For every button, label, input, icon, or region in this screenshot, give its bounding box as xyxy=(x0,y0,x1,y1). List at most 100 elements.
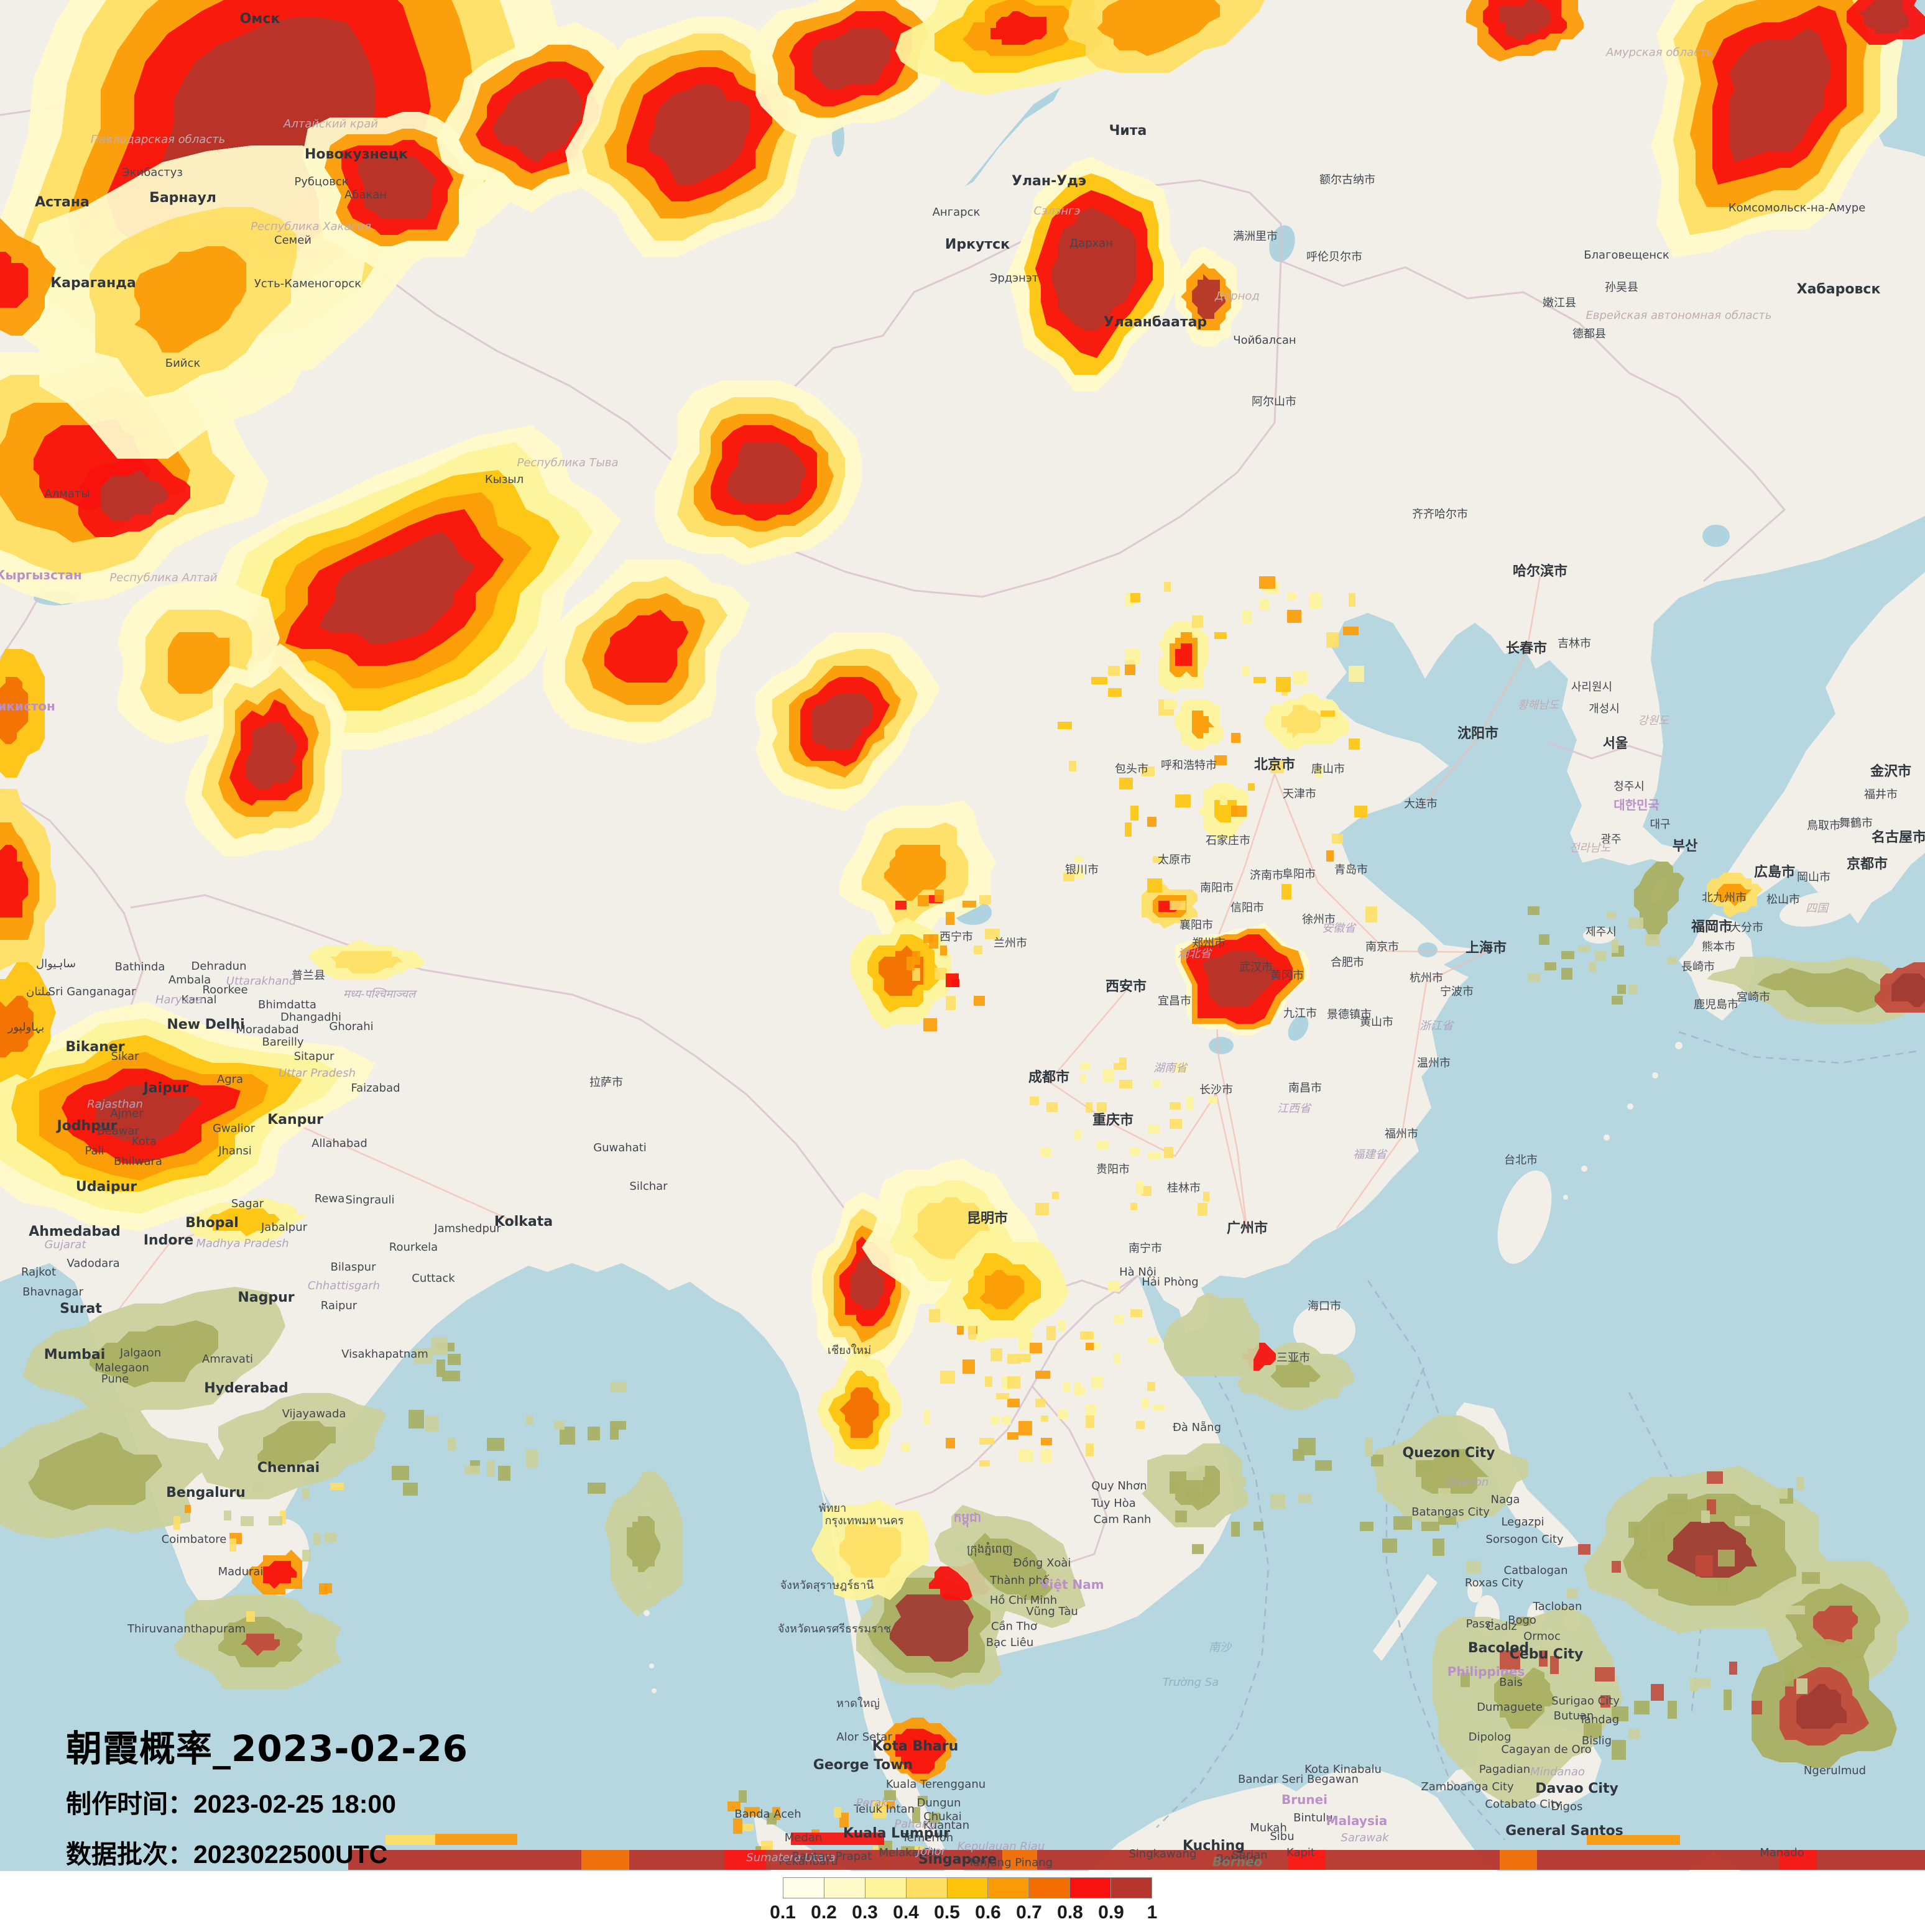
map-label: Singrauli xyxy=(345,1194,394,1207)
map-label: Kuala Lumpur xyxy=(843,1826,950,1841)
map-label: 제주시 xyxy=(1586,926,1617,939)
map-label: Udaipur xyxy=(76,1179,137,1195)
map-label: หาดใหญ่ xyxy=(836,1696,880,1710)
map-label: Butuan xyxy=(1554,1709,1594,1723)
map-label: Улан-Удэ xyxy=(1012,173,1086,189)
heat-speckle xyxy=(1584,1723,1602,1738)
map-label: Kanpur xyxy=(267,1112,323,1128)
map-label: ملتان xyxy=(26,985,51,998)
map-label: Kolkata xyxy=(494,1214,553,1230)
map-label: 江西省 xyxy=(1277,1102,1312,1115)
made-time-label: 制作时间： xyxy=(66,1789,193,1819)
heat-speckle xyxy=(733,1818,742,1834)
heat-speckle xyxy=(588,1483,606,1494)
map-label: Rajasthan xyxy=(87,1098,143,1111)
map-label: Dumaguete xyxy=(1477,1701,1543,1714)
map-label: 包头市 xyxy=(1115,763,1148,776)
heat-speckle xyxy=(935,890,944,902)
map-label: Jamshedpur xyxy=(433,1222,501,1235)
data-batch-label: 数据批次： xyxy=(66,1839,193,1869)
heat-speckle xyxy=(1270,1494,1285,1509)
map-label: 황해남도 xyxy=(1518,699,1560,712)
heat-speckle xyxy=(1287,610,1301,623)
heat-speckle xyxy=(1528,973,1540,982)
map-label: Комсомольск-на-Амуре xyxy=(1729,201,1866,214)
map-label: Silchar xyxy=(629,1180,668,1193)
heat-speckle xyxy=(901,1443,910,1451)
heat-blob xyxy=(811,694,873,750)
heat-speckle xyxy=(1153,1080,1161,1087)
heat-blob xyxy=(1796,1684,1847,1729)
island-andaman xyxy=(652,1688,657,1693)
heat-blob xyxy=(0,252,28,308)
heat-blob xyxy=(1634,862,1684,940)
heat-speckle xyxy=(1438,1516,1456,1525)
heat-speckle xyxy=(498,1466,510,1481)
heat-speckle xyxy=(884,1790,896,1800)
island-visayas xyxy=(1467,1580,1482,1603)
heat-speckle xyxy=(1612,1706,1628,1721)
map-label: 黄冈市 xyxy=(1270,969,1304,982)
heat-speckle xyxy=(229,1539,236,1552)
heat-speckle xyxy=(1041,1449,1052,1463)
heat-speckle xyxy=(923,934,933,943)
heat-speckle xyxy=(280,1511,286,1524)
map-label: Ангарск xyxy=(933,206,981,219)
heat-speckle xyxy=(1046,1102,1058,1112)
map-label: Chukai xyxy=(923,1810,962,1823)
heat-speckle xyxy=(1153,856,1163,863)
map-label: Jaipur xyxy=(142,1080,189,1096)
map-label: 长沙市 xyxy=(1199,1083,1233,1097)
map-label: Чита xyxy=(1109,123,1147,139)
heat-speckle xyxy=(1360,1522,1373,1531)
map-label: 郑州市 xyxy=(1192,937,1226,950)
heat-speckle xyxy=(1147,817,1156,827)
map-label: 普兰县 xyxy=(292,969,325,982)
heat-speckle xyxy=(1209,727,1223,739)
heat-speckle xyxy=(1147,1382,1155,1391)
heat-speckle xyxy=(1640,1550,1647,1560)
map-label: Kuantan xyxy=(923,1819,969,1832)
heat-speckle xyxy=(1147,1337,1158,1344)
heat-speckle xyxy=(1365,906,1377,922)
heat-blob xyxy=(1164,1292,1259,1376)
heat-speckle xyxy=(1796,1477,1804,1491)
map-label: Cagayan de Oro xyxy=(1501,1743,1591,1756)
heat-blob xyxy=(1494,1667,1556,1729)
heat-speckle xyxy=(979,895,991,904)
heat-speckle xyxy=(1539,1650,1548,1667)
heat-bottom-band xyxy=(1500,1850,1537,1870)
border-cn-ru xyxy=(1280,260,1786,582)
map-label: 大分市 xyxy=(1730,921,1763,934)
map-label: Uttar Pradesh xyxy=(279,1067,356,1080)
map-label: 杭州市 xyxy=(1410,972,1443,985)
heat-speckle xyxy=(1058,1410,1068,1419)
heat-bottom-band xyxy=(581,1850,629,1870)
heat-blob xyxy=(134,246,246,352)
map-label: 南宁市 xyxy=(1129,1242,1162,1255)
heat-speckle xyxy=(1270,705,1280,718)
map-label: Ambala xyxy=(168,973,211,987)
map-label: 吉林市 xyxy=(1558,637,1591,650)
map-label: ساہیوال xyxy=(36,957,76,970)
map-label: Uttarakhand xyxy=(226,975,297,988)
map-label: 宮崎市 xyxy=(1737,991,1770,1004)
heat-speckle xyxy=(923,1410,930,1424)
heat-speckle xyxy=(1186,1466,1205,1480)
heat-speckle xyxy=(1231,806,1247,817)
heat-speckle xyxy=(985,929,1000,939)
map-label: Sikar xyxy=(111,1050,140,1063)
heat-speckle xyxy=(1595,1667,1615,1681)
heat-speckle xyxy=(1175,794,1191,807)
map-label: 海口市 xyxy=(1308,1300,1341,1313)
heat-speckle xyxy=(1074,1387,1085,1394)
heat-probability-layer xyxy=(0,0,1925,1870)
heat-speckle xyxy=(1561,951,1574,959)
heat-speckle xyxy=(224,1511,231,1520)
map-label: Thành phố xyxy=(989,1574,1050,1587)
map-label: Cam Ranh xyxy=(1094,1513,1152,1526)
heat-speckle xyxy=(1058,1320,1066,1331)
map-label: 대한민국 xyxy=(1613,798,1660,812)
heat-speckle xyxy=(464,1466,480,1474)
legend-tick-0.4: 0.4 xyxy=(893,1902,919,1923)
